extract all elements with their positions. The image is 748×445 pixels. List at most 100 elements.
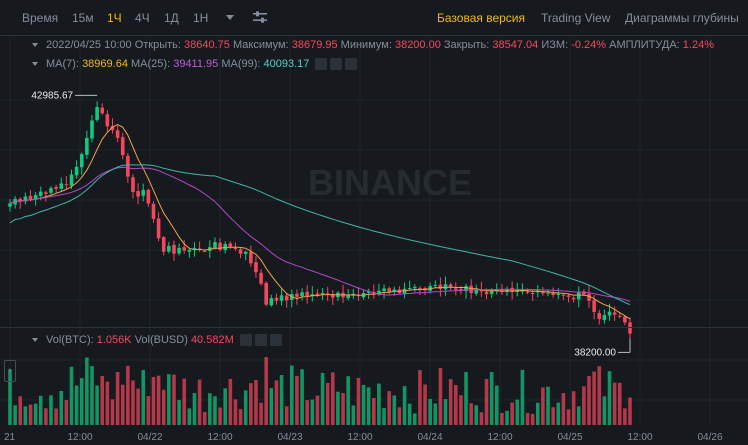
volume-bar — [341, 393, 345, 425]
change-value: -0.24% — [571, 39, 607, 51]
pane-divider[interactable] — [0, 327, 748, 328]
ohlc-date: 2022/04/25 10:00 — [46, 39, 132, 51]
volume-bar — [120, 384, 125, 425]
volume-bar — [305, 400, 309, 425]
candle-body — [54, 187, 58, 189]
volume-bar — [243, 390, 248, 425]
volume-bar — [38, 395, 43, 425]
volume-bar — [382, 408, 386, 425]
collapse-legend-icon[interactable] — [32, 43, 38, 47]
ma7-line — [9, 124, 631, 320]
interval-1w[interactable]: 1Н — [193, 11, 209, 25]
volume-bar — [295, 375, 299, 425]
volume-bar — [505, 410, 509, 425]
volume-bar — [69, 366, 74, 425]
collapse-ma-icon[interactable] — [32, 62, 38, 66]
candle-body — [192, 247, 197, 250]
candle-body — [382, 288, 386, 292]
volume-bar — [494, 385, 499, 425]
volume-bar — [320, 372, 325, 425]
volume-bar — [126, 365, 130, 425]
candle-body — [602, 315, 607, 320]
candle-body — [489, 290, 494, 295]
ma-settings-icon[interactable] — [330, 58, 343, 71]
volume-bar — [238, 409, 243, 425]
volume-bar — [392, 395, 397, 425]
indicator-settings-icon[interactable] — [253, 10, 267, 24]
more-intervals-chevron-icon[interactable] — [226, 15, 234, 20]
volume-bar — [156, 375, 161, 425]
expand-panel-chevron-icon[interactable]: › — [4, 360, 16, 382]
candle-body — [520, 290, 525, 292]
interval-4h[interactable]: 4Ч — [135, 11, 150, 25]
ma-hide-icon[interactable] — [315, 58, 328, 71]
candle-body — [407, 288, 412, 290]
ma99-value: 40093.17 — [263, 58, 310, 70]
volume-bar — [561, 393, 566, 425]
volume-bar — [469, 403, 473, 425]
vol-close-icon[interactable] — [269, 334, 282, 347]
candle-body — [459, 288, 463, 291]
candle-body — [110, 125, 115, 131]
volume-bar — [79, 378, 84, 425]
candle-body — [546, 292, 550, 294]
volume-bar — [479, 412, 484, 425]
candle-body — [284, 295, 289, 301]
volume-bar — [592, 371, 596, 425]
volume-bar — [453, 384, 458, 425]
interval-1d[interactable]: 1Д — [164, 11, 179, 25]
candle-body — [100, 107, 105, 114]
volume-bar — [525, 412, 530, 425]
vol-settings-icon[interactable] — [254, 334, 267, 347]
candle-body — [566, 295, 571, 297]
candle-body — [607, 311, 612, 316]
candle-body — [33, 195, 38, 200]
candle-body — [464, 286, 468, 292]
collapse-volume-icon[interactable] — [32, 338, 38, 342]
candle-body — [264, 282, 268, 305]
candle-body — [479, 289, 484, 292]
ma7-value: 38969.64 — [82, 58, 128, 70]
ma25-value: 39411.95 — [173, 58, 219, 70]
volume-bar — [413, 413, 417, 425]
volume-bar — [23, 406, 28, 425]
candle-body — [448, 284, 453, 288]
max-price-label: 42985.67 — [31, 90, 73, 101]
candle-body — [582, 291, 586, 295]
vol-hide-icon[interactable] — [239, 334, 252, 347]
candle-body — [44, 192, 48, 194]
volume-bar — [202, 411, 207, 425]
candle-body — [402, 288, 407, 295]
candle-body — [172, 244, 176, 254]
candle-body — [597, 313, 602, 319]
candle-body — [494, 289, 499, 291]
interval-1h[interactable]: 1Ч — [107, 11, 122, 25]
high-label: Максимум: — [232, 39, 289, 51]
volume-bar — [612, 382, 617, 425]
ma-close-icon[interactable] — [345, 58, 358, 71]
volume-bar — [535, 402, 540, 425]
volume-bar — [310, 399, 315, 425]
volume-bar — [402, 386, 407, 425]
x-axis-tick-label: 04/24 — [417, 432, 442, 443]
view-depth[interactable]: Диаграммы глубины — [625, 11, 739, 25]
candle-body — [551, 292, 555, 295]
candle-body — [74, 166, 79, 176]
candle-body — [259, 272, 263, 284]
candle-body — [561, 294, 566, 296]
volume-bar — [587, 376, 591, 425]
view-basic[interactable]: Базовая версия — [437, 11, 525, 25]
candle-body — [274, 297, 279, 301]
volume-bar — [59, 390, 64, 425]
candle-body — [366, 291, 371, 293]
vol-busd-value: 40.582M — [190, 334, 234, 346]
volume-bar — [151, 377, 156, 425]
volume-bar — [566, 409, 571, 425]
volume-bar — [474, 405, 479, 425]
interval-15m[interactable]: 15м — [72, 11, 94, 25]
view-tradingview[interactable]: Trading View — [541, 11, 611, 25]
volume-bar — [407, 403, 412, 425]
close-value: 38547.04 — [492, 39, 539, 51]
volume-bar — [254, 380, 258, 425]
